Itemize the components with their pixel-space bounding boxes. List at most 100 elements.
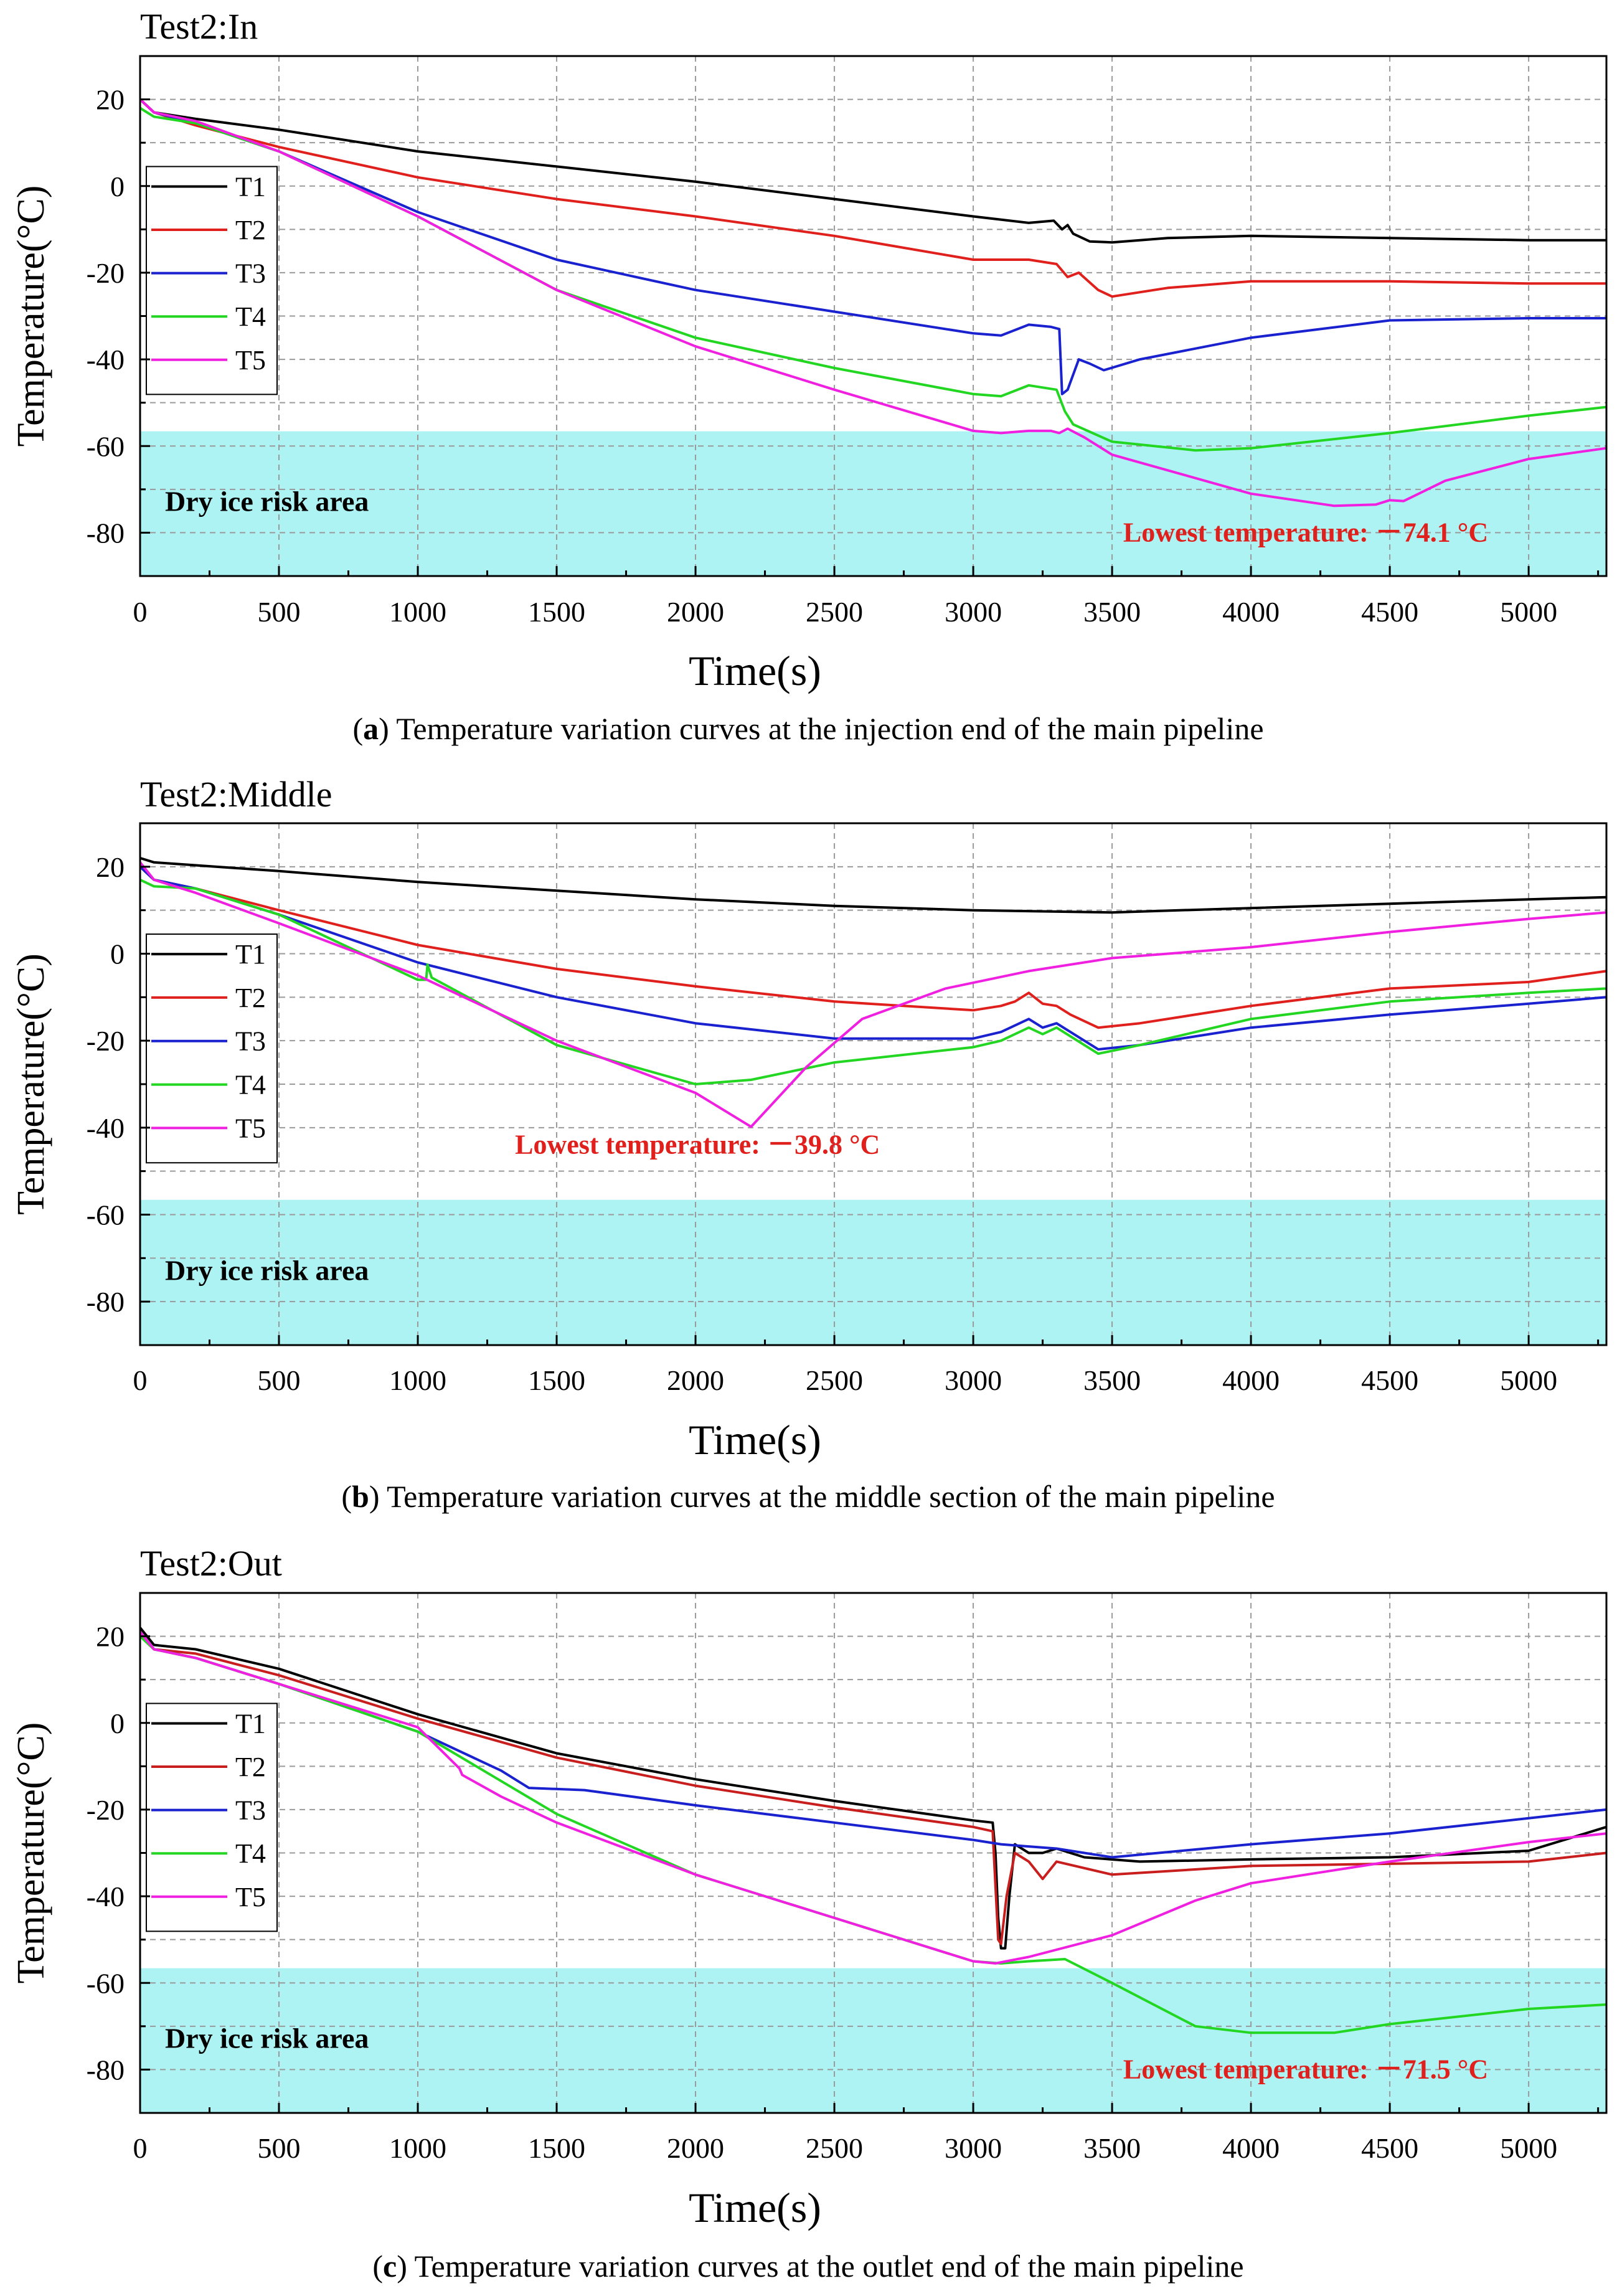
x-tick-label: 1000 (389, 1364, 446, 1396)
y-tick-label: 20 (96, 84, 125, 116)
x-tick-label: 1000 (389, 596, 446, 628)
legend-label-t2: T2 (235, 215, 266, 245)
caption-paren-open: ( (341, 1479, 352, 1514)
grid-a (140, 56, 1606, 576)
figure-caption-c: (c) Temperature variation curves at the … (372, 2249, 1243, 2284)
y-tick-label: 20 (96, 851, 125, 883)
series-line-t5 (139, 98, 1607, 508)
x-tick-label: 4500 (1361, 2132, 1418, 2164)
caption-paren-close: ) (369, 1479, 387, 1514)
series-line-t2 (139, 98, 1606, 298)
x-tick-label: 2500 (806, 2132, 863, 2164)
series-line-t3 (139, 866, 1607, 1051)
y-tick-label: -40 (87, 344, 125, 376)
legend-label-t1: T1 (235, 939, 266, 970)
x-tick-label: 0 (133, 596, 148, 628)
y-tick-label: -60 (87, 1967, 125, 1999)
series-line-t3 (139, 98, 1606, 395)
legend-label-t5: T5 (235, 345, 266, 376)
series-line-t2 (139, 1631, 1607, 1945)
lowest-temperature-annotation-c: Lowest temperature: －71.5 °C (1123, 2054, 1488, 2084)
x-tick-label: 500 (258, 2132, 301, 2164)
x-tick-label: 5000 (1500, 596, 1557, 628)
x-axis-label-c: Time(s) (689, 2184, 821, 2231)
legend-label-t4: T4 (235, 1838, 266, 1869)
chart-title-a: Test2:In (140, 6, 258, 47)
x-tick-label: 2500 (806, 596, 863, 628)
y-tick-label: -60 (87, 1199, 125, 1231)
x-tick-label: 1500 (528, 2132, 585, 2164)
caption-text: Temperature variation curves at the midd… (387, 1479, 1275, 1514)
risk-area-label-c: Dry ice risk area (165, 2023, 369, 2054)
x-tick-label: 1500 (528, 596, 585, 628)
chart-panel-c: Test2:Out Dry ice risk area Lowest tempera… (10, 1543, 1608, 2284)
figure-caption-b: (b) Temperature variation curves at the … (341, 1479, 1275, 1514)
y-tick-label: -20 (87, 1025, 125, 1057)
x-tick-label: 3500 (1083, 2132, 1141, 2164)
x-axis-c: 0 500 1000 1500 2000 2500 3000 3500 4000 4500 5000 (133, 2103, 1600, 2164)
y-tick-label: -80 (87, 2054, 125, 2086)
caption-paren-open: ( (372, 2249, 383, 2284)
legend-label-t5: T5 (235, 1113, 266, 1143)
y-axis-label-c: Temperature(°C) (10, 1722, 52, 1984)
legend-label-t4: T4 (235, 301, 266, 332)
legend-label-t1: T1 (235, 171, 266, 202)
risk-area-b (140, 1199, 1606, 1345)
series-line-t4 (139, 878, 1607, 1085)
caption-text: Temperature variation curves at the outl… (415, 2249, 1244, 2284)
y-axis-c: 20 0 -20 -40 -60 -80 (87, 1592, 150, 2114)
x-tick-label: 3500 (1083, 1364, 1141, 1396)
caption-label: c (383, 2249, 397, 2284)
legend-label-t3: T3 (235, 1026, 266, 1057)
x-tick-label: 500 (258, 596, 301, 628)
y-tick-label: -80 (87, 517, 125, 549)
lowest-temperature-annotation-a: Lowest temperature: －74.1 °C (1123, 517, 1488, 547)
legend-label-t1: T1 (235, 1708, 266, 1739)
lowest-temperature-annotation-b: Lowest temperature: －39.8 °C (515, 1130, 880, 1160)
x-tick-label: 3000 (945, 1364, 1002, 1396)
caption-text: Temperature variation curves at the inje… (396, 711, 1263, 746)
x-tick-label: 5000 (1500, 1364, 1557, 1396)
legend-c: T1 T2 T3 T4 T5 (146, 1703, 278, 1932)
x-tick-label: 4000 (1222, 1364, 1280, 1396)
y-tick-label: -40 (87, 1112, 125, 1144)
series-line-t5 (139, 1631, 1607, 1965)
x-tick-label: 2500 (806, 1364, 863, 1396)
x-tick-label: 4000 (1222, 596, 1280, 628)
x-axis-label-b: Time(s) (689, 1416, 821, 1463)
y-tick-label: 0 (110, 171, 125, 202)
y-tick-label: -40 (87, 1881, 125, 1912)
y-tick-label: -80 (87, 1286, 125, 1318)
legend-label-t2: T2 (235, 983, 266, 1013)
legend-label-t3: T3 (235, 1795, 266, 1826)
x-axis-b: 0 500 1000 1500 2000 2500 3000 3500 4000 4500 5000 (133, 1335, 1600, 1396)
legend-b: T1 T2 T3 T4 T5 (146, 933, 278, 1164)
y-tick-label: 20 (96, 1621, 125, 1653)
x-tick-label: 1000 (389, 2132, 446, 2164)
risk-area-label-b: Dry ice risk area (165, 1254, 369, 1286)
x-axis-a: 0 500 1000 1500 2000 2500 3000 3500 4000 4500 5000 (133, 566, 1600, 628)
legend-label-t2: T2 (235, 1752, 266, 1782)
risk-area-label-a: Dry ice risk area (165, 486, 369, 517)
caption-paren-close: ) (379, 711, 396, 746)
legend-box (146, 933, 278, 1164)
legend-box (146, 1703, 278, 1932)
y-axis-b: 20 0 -20 -40 -60 -80 (87, 822, 150, 1346)
x-tick-label: 4500 (1361, 596, 1418, 628)
legend-label-t3: T3 (235, 258, 266, 289)
legend-label-t5: T5 (235, 1882, 266, 1912)
chart-panel-a: Test2:In Dry ice risk area Lowest temperat… (10, 6, 1608, 746)
x-tick-label: 4500 (1361, 1364, 1418, 1396)
y-tick-label: -60 (87, 430, 125, 462)
x-tick-label: 5000 (1500, 2132, 1557, 2164)
legend-a: T1 T2 T3 T4 T5 (146, 166, 278, 395)
y-tick-label: -20 (87, 1794, 125, 1826)
chart-panel-b: Test2:Middle Dry ice risk area Lowest temp… (10, 774, 1608, 1514)
caption-paren-close: ) (397, 2249, 414, 2284)
x-tick-label: 2000 (667, 1364, 724, 1396)
series-line-t1 (139, 856, 1607, 914)
series-line-t2 (139, 866, 1607, 1029)
y-tick-label: 0 (110, 938, 125, 970)
x-tick-label: 3000 (945, 596, 1002, 628)
